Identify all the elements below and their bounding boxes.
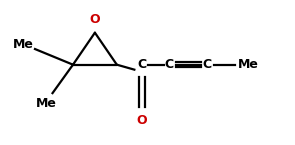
Text: Me: Me <box>36 97 57 110</box>
Text: C: C <box>165 58 174 71</box>
Text: C: C <box>137 58 146 71</box>
Text: Me: Me <box>238 58 259 71</box>
Text: O: O <box>90 13 100 26</box>
Text: Me: Me <box>13 38 34 51</box>
Text: C: C <box>203 58 212 71</box>
Text: O: O <box>136 114 147 127</box>
